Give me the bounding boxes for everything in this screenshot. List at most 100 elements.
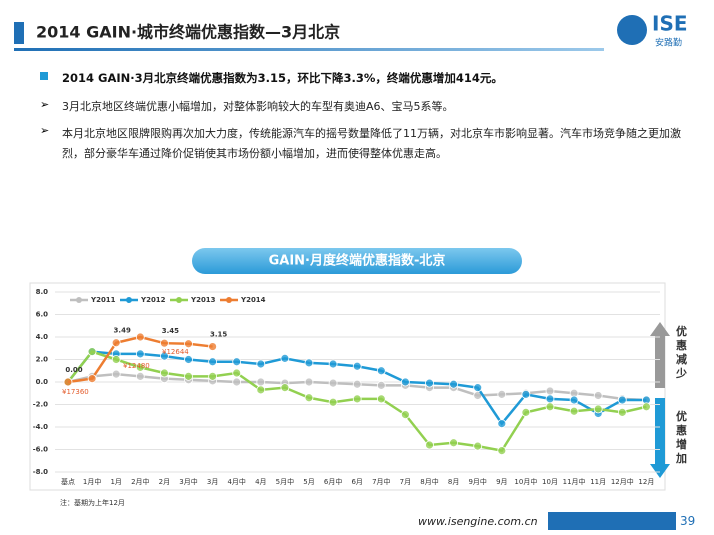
data-label: 3.45 — [162, 327, 179, 335]
x-tick-label: 10月 — [542, 478, 558, 486]
x-tick-label: 7月 — [399, 478, 412, 486]
x-tick-label: 基点 — [61, 478, 75, 486]
x-tick-label: 5月中 — [275, 478, 295, 486]
point — [352, 394, 362, 404]
chart-title: GAIN·月度终端优惠指数-北京 — [269, 253, 446, 269]
point: 本月北京地区限牌限购再次加大力度，传统能源汽车的摇号数量降低了11万辆，对北京车… — [62, 127, 681, 160]
point — [593, 404, 603, 414]
x-tick-label: 1月 — [110, 478, 122, 486]
point — [304, 358, 314, 368]
x-tick-label: 8月 — [447, 478, 460, 486]
y-tick-label: 4.0 — [36, 333, 49, 341]
point — [135, 332, 145, 342]
data-label: 0.00 — [65, 366, 82, 374]
arrow-down — [650, 398, 670, 478]
x-tick-label: 11月中 — [562, 478, 586, 486]
point — [304, 377, 314, 387]
point — [569, 406, 579, 416]
point — [521, 389, 531, 399]
logo: ISE — [652, 12, 688, 36]
point — [208, 342, 218, 351]
point — [473, 383, 483, 393]
point — [376, 394, 386, 404]
y-tick-label: 8.0 — [36, 288, 49, 296]
point — [328, 359, 338, 369]
point — [232, 377, 242, 387]
x-tick-label: 2月 — [158, 478, 171, 486]
point — [135, 362, 145, 372]
point — [87, 347, 97, 357]
bullet: ➢ — [40, 98, 49, 111]
point — [232, 368, 242, 378]
point — [545, 394, 555, 404]
y-tick-label: -4.0 — [33, 423, 48, 431]
point — [545, 402, 555, 412]
point — [617, 395, 627, 405]
point — [111, 338, 121, 348]
point — [400, 377, 410, 387]
data-label: 3.49 — [114, 327, 131, 335]
point — [449, 438, 459, 448]
point — [256, 359, 266, 369]
point — [184, 371, 193, 381]
bullet — [40, 72, 48, 80]
x-tick-label: 9月中 — [468, 478, 487, 486]
y-tick-label: 2.0 — [36, 356, 49, 364]
title-marker — [14, 22, 24, 44]
logo-icon — [617, 15, 647, 45]
point — [159, 351, 169, 361]
x-tick-label: 4月 — [255, 478, 267, 486]
x-tick-label: 8月中 — [420, 478, 439, 486]
point — [521, 407, 531, 417]
point — [425, 440, 434, 450]
legend-marker — [226, 297, 232, 303]
legend-label: Y2014 — [240, 296, 266, 304]
point — [376, 366, 386, 376]
point — [304, 393, 314, 403]
point — [449, 379, 459, 389]
point — [232, 357, 242, 367]
x-tick-label: 5月 — [303, 478, 315, 486]
annotation: ¥17360 — [62, 388, 89, 396]
point — [545, 386, 555, 396]
legend-label: Y2012 — [140, 296, 166, 304]
point — [63, 377, 73, 387]
x-tick-label: 10月中 — [514, 478, 538, 486]
point — [184, 355, 193, 364]
x-tick-label: 3月中 — [179, 478, 198, 486]
x-tick-label: 6月 — [351, 478, 363, 486]
x-tick-label: 2月中 — [131, 478, 150, 486]
footer-stripes — [548, 512, 676, 530]
annotation: ¥12644 — [162, 348, 189, 356]
point — [135, 371, 145, 381]
point — [425, 378, 434, 388]
x-tick-label: 9月 — [496, 478, 508, 486]
point — [135, 349, 145, 359]
x-tick-label: 7月中 — [372, 478, 391, 486]
bullet: ➢ — [40, 124, 49, 137]
point — [256, 385, 266, 395]
page-number: 39 — [680, 514, 696, 528]
title-rule — [14, 48, 604, 51]
side-label: 优惠减少 — [676, 325, 687, 380]
point — [280, 383, 290, 393]
point — [642, 402, 651, 412]
point — [617, 407, 627, 417]
point: 3月北京地区终端优惠小幅增加，对整体影响较大的车型有奥迪A6、宝马5系等。 — [62, 100, 454, 113]
y-tick-label: -6.0 — [33, 446, 48, 454]
point — [184, 339, 193, 349]
point — [328, 397, 338, 407]
headline: 2014 GAIN·3月北京终端优惠指数为3.15，环比下降3.3%，终端优惠增… — [62, 71, 503, 85]
point — [376, 380, 386, 390]
legend-label: Y2013 — [190, 296, 216, 304]
point — [111, 369, 121, 379]
point — [352, 361, 362, 371]
point — [87, 374, 97, 384]
note: 注：基期为上年12月 — [60, 499, 125, 507]
x-tick-label: 3月 — [206, 478, 219, 486]
arrow-up — [650, 322, 670, 388]
point — [208, 371, 218, 381]
y-tick-label: 6.0 — [36, 311, 49, 319]
